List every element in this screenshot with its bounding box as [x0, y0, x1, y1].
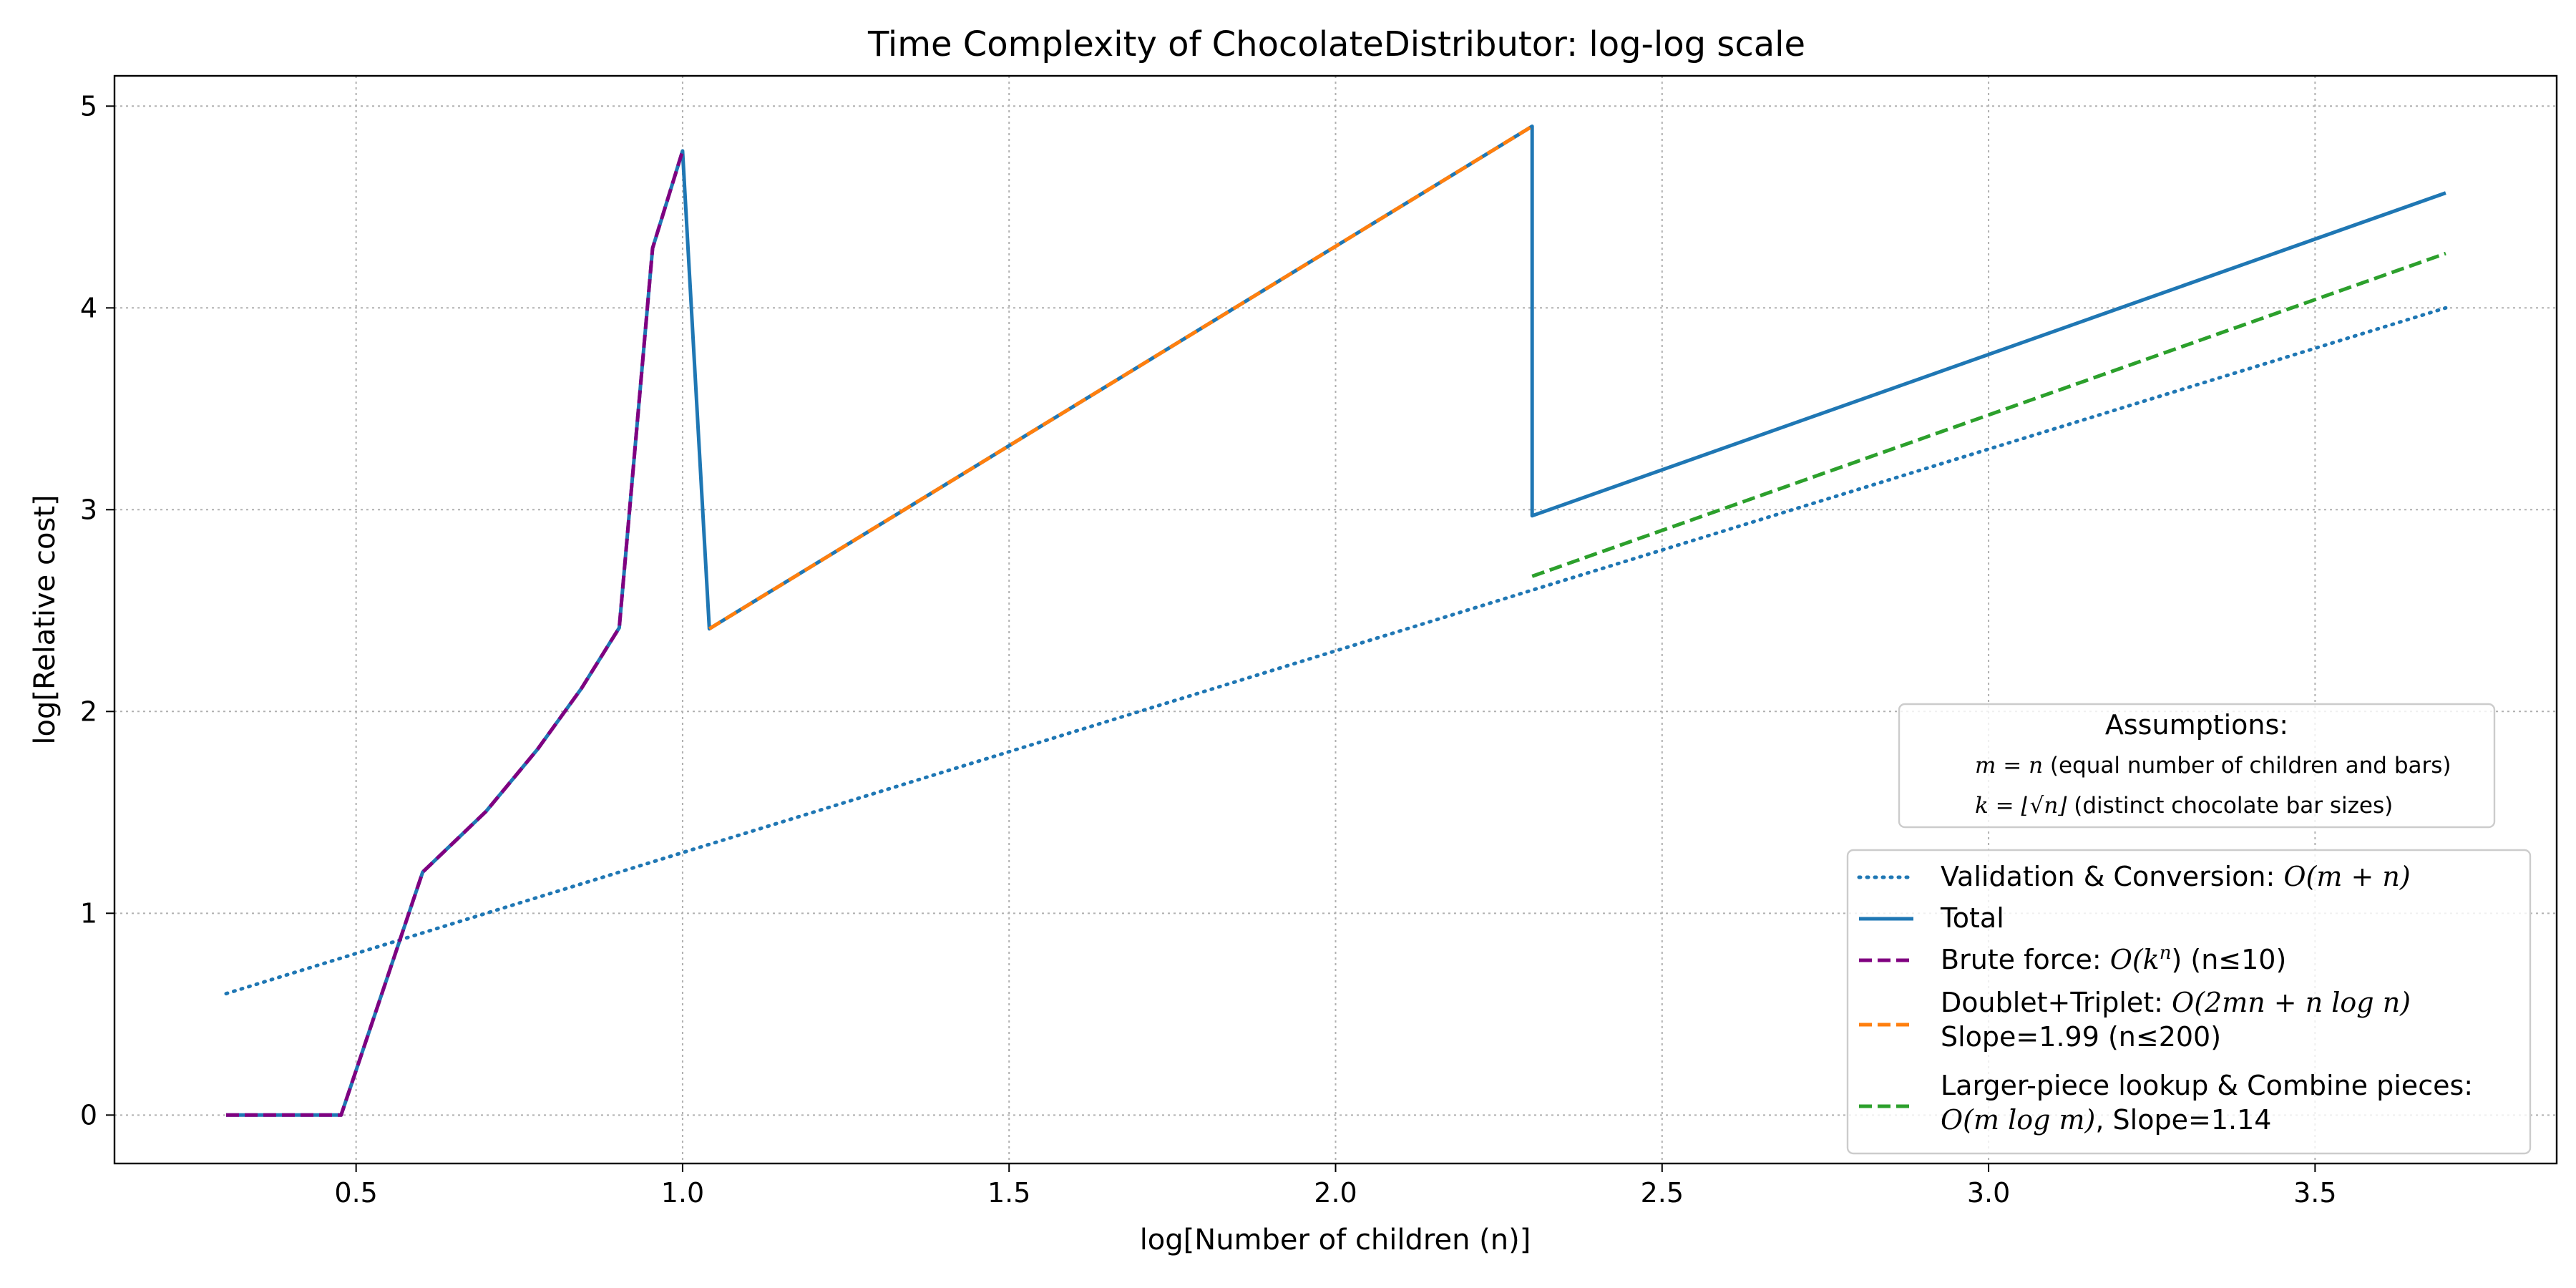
- y-tick-label: 4: [80, 292, 97, 323]
- series-line-brute-force-o-k-n-n-10: [226, 150, 685, 1117]
- y-tick-label: 2: [80, 696, 97, 727]
- assumption-2-math: k = ⌊√n⌋: [1975, 793, 2067, 819]
- series-line-validation-conversion-o-m-n: [224, 306, 2448, 996]
- series-group: [224, 125, 2448, 1117]
- x-tick-label: 2.0: [1314, 1177, 1357, 1209]
- legend-label-doublet-triplet: Doublet+Triplet: O(2mn + n log n): [1941, 987, 2411, 1018]
- x-tick-label: 1.0: [661, 1177, 704, 1209]
- assumptions-box: Assumptions: m = n (equal number of chil…: [1898, 703, 2496, 829]
- series-line-doublet-triplet-o-2mn-n-log-n-slope-1-99: [708, 125, 1533, 630]
- x-tick-label: 2.5: [1641, 1177, 1684, 1209]
- grid: [114, 76, 2557, 1163]
- legend: Validation & Conversion: O(m + n) Total …: [1846, 849, 2532, 1155]
- assumption-1-math: m = n: [1975, 753, 2043, 779]
- x-tick-label: 3.5: [2293, 1177, 2336, 1209]
- x-tick-label: 0.5: [334, 1177, 377, 1209]
- series-line-larger-piece-lookup-combine-pieces-o-m-l: [1531, 251, 2446, 578]
- legend-label-larger-piece-2: O(m log m), Slope=1.14: [1941, 1104, 2271, 1136]
- assumptions-frame: [1898, 703, 2496, 829]
- legend-label-doublet-triplet-slope: Slope=1.99 (n≤200): [1941, 1021, 2221, 1053]
- legend-label-brute-force: Brute force: O(kn) (n≤10): [1941, 942, 2286, 975]
- ticks: 0.5 1.0 1.5 2.0 2.5 3.0 3.5 0 1 2 3 4 5: [80, 90, 2337, 1209]
- chart-title: Time Complexity of ChocolateDistributor:…: [867, 24, 1805, 64]
- legend-frame: [1846, 849, 2532, 1155]
- legend-label-validation: Validation & Conversion: O(m + n): [1941, 861, 2411, 892]
- y-tick-label: 3: [80, 494, 97, 525]
- assumptions-title: Assumptions:: [2105, 709, 2288, 741]
- x-axis-label: log[Number of children (n)]: [1140, 1224, 1531, 1257]
- legend-label-larger-piece: Larger-piece lookup & Combine pieces:: [1941, 1070, 2473, 1101]
- assumption-1: m = n (equal number of children and bars…: [1975, 753, 2451, 779]
- y-tick-label: 0: [80, 1099, 97, 1131]
- assumption-1-text: (equal number of children and bars): [2043, 753, 2451, 779]
- x-tick-label: 3.0: [1967, 1177, 2010, 1209]
- x-tick-label: 1.5: [987, 1177, 1030, 1209]
- legend-label-total: Total: [1940, 902, 2004, 934]
- y-tick-label: 5: [80, 90, 97, 122]
- y-tick-label: 1: [80, 897, 97, 929]
- assumption-2: k = ⌊√n⌋ (distinct chocolate bar sizes): [1975, 793, 2393, 819]
- y-axis-label: log[Relative cost]: [29, 494, 62, 744]
- series-line-total: [226, 125, 2446, 1117]
- assumption-2-text: (distinct chocolate bar sizes): [2067, 793, 2393, 819]
